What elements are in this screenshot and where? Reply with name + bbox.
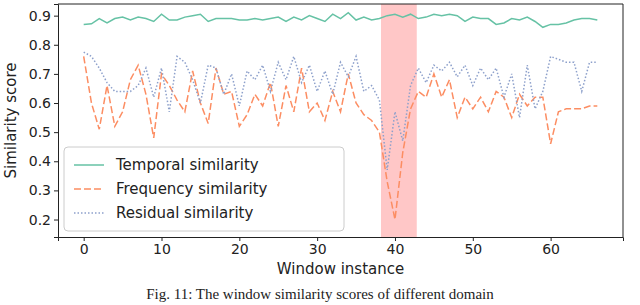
x-tick: 40 (387, 237, 405, 257)
y-tick-label: 0.7 (29, 66, 51, 82)
x-tick: 10 (153, 237, 171, 257)
plot: 0 10 20 30 40 50 60 0.2 0.3 0.4 0.5 0.6 0.7 0.8 0.9 Tem… (29, 4, 624, 257)
x-tick-label: 20 (231, 241, 249, 257)
x-axis-title: Window instance (277, 260, 404, 278)
y-tick-mark (54, 74, 58, 75)
x-tick-label: 10 (153, 241, 171, 257)
legend-box (64, 147, 344, 231)
y-tick: 0.9 (29, 8, 58, 24)
y-tick: 0.2 (29, 212, 58, 228)
axis-line (54, 5, 59, 238)
y-tick: 0.5 (29, 124, 58, 140)
y-tick: 0.8 (29, 37, 58, 53)
series-line (84, 13, 598, 28)
x-tick-label: 40 (387, 241, 405, 257)
x-tick: 50 (464, 237, 482, 257)
y-axis: 0.2 0.3 0.4 0.5 0.6 0.7 0.8 0.9 (29, 5, 59, 238)
chart: 0 10 20 30 40 50 60 0.2 0.3 0.4 0.5 0.6 0.7 0.8 0.9 Tem… (0, 0, 640, 305)
y-tick-label: 0.9 (29, 8, 51, 24)
x-tick-label: 0 (80, 241, 89, 257)
y-tick-mark (54, 103, 58, 104)
caption: Fig. 11: The window similarity scores of… (146, 286, 494, 302)
y-tick: 0.6 (29, 95, 58, 111)
x-tick: 0 (80, 237, 89, 257)
frame (58, 4, 623, 5)
y-tick-label: 0.8 (29, 37, 51, 53)
y-tick-mark (54, 190, 58, 191)
x-tick: 30 (309, 237, 327, 257)
x-tick: 20 (231, 237, 249, 257)
frame (623, 4, 624, 237)
y-tick-label: 0.5 (29, 124, 51, 140)
y-tick: 0.4 (29, 153, 58, 169)
y-tick-mark (54, 16, 58, 17)
x-tick-label: 50 (464, 241, 482, 257)
y-tick-mark (54, 132, 58, 133)
x-tick-label: 60 (542, 241, 560, 257)
legend-swatch (74, 188, 104, 190)
x-tick-label: 30 (309, 241, 327, 257)
y-tick-mark (54, 220, 58, 221)
legend-label: Residual similarity (116, 204, 253, 222)
legend-swatch (74, 212, 104, 214)
y-tick-mark (54, 45, 58, 46)
y-tick-label: 0.6 (29, 95, 51, 111)
y-tick-label: 0.4 (29, 153, 51, 169)
legend-label: Temporal similarity (115, 156, 259, 174)
legend: Temporal similarity Frequency similarity R… (64, 147, 344, 231)
legend-label: Frequency similarity (116, 180, 268, 198)
highlight-band (381, 4, 417, 237)
x-axis: 0 10 20 30 40 50 60 (59, 237, 624, 257)
axis-line (59, 238, 624, 242)
y-tick: 0.3 (29, 182, 58, 198)
legend-swatch (74, 164, 104, 166)
y-tick-label: 0.2 (29, 212, 51, 228)
y-tick: 0.7 (29, 66, 58, 82)
y-tick-mark (54, 161, 58, 162)
x-tick: 60 (542, 237, 560, 257)
y-tick-label: 0.3 (29, 182, 51, 198)
y-axis-title: Similarity score (2, 63, 20, 179)
